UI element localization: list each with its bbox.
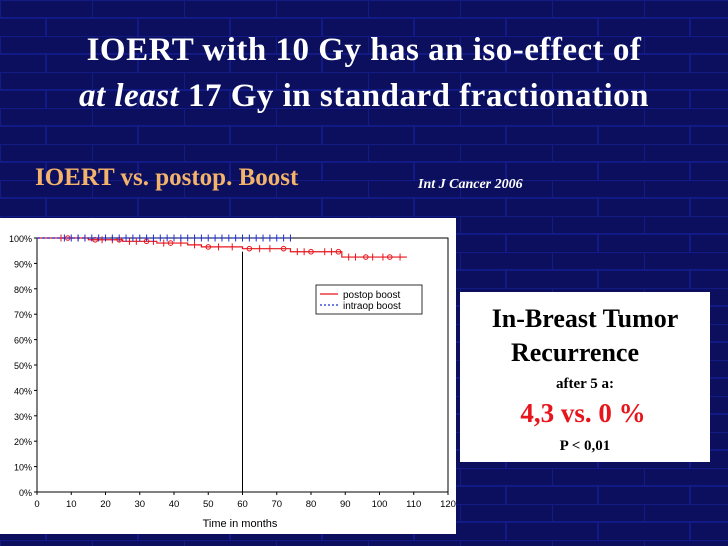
title-emphasis: at least (78, 78, 180, 114)
censor-mark (205, 244, 212, 250)
series-line (37, 237, 407, 258)
x-tick-label: 80 (306, 499, 317, 510)
result-heading-line1: In-Breast Tumor (491, 304, 679, 333)
result-value: 4,3 vs. 0 % (520, 398, 646, 428)
x-tick-label: 10 (66, 499, 77, 510)
slide-title-line1: IOERT with 10 Gy has an iso-effect of (86, 32, 642, 68)
y-tick-label: 10% (14, 463, 32, 473)
chart-axes: 0% 10% 20% 30% 40% 50% 60% 70% 80% 90% 100% 0 10 20 30… (9, 234, 456, 510)
legend-label: intraop boost (343, 301, 401, 312)
legend-label: postop boost (343, 290, 400, 301)
legend-box (315, 284, 423, 315)
censor-mark (363, 254, 369, 260)
censor-mark (280, 245, 287, 252)
x-tick-label: 120 (440, 499, 456, 510)
censor-mark (335, 248, 342, 255)
chart-panel: 0% 10% 20% 30% 40% 50% 60% 70% 80% 90% 100% 0 10 20 30… (0, 218, 456, 534)
series-intraop-boost (37, 234, 291, 242)
slide-subtitle: IOERT vs. postop. Boost (35, 164, 299, 191)
x-tick-label: 90 (340, 499, 351, 510)
y-tick-label: 50% (14, 361, 32, 371)
slide-title-line2: at least 17 Gy in standard fractionation (0, 78, 728, 115)
censor-mark (92, 236, 99, 243)
censor-mark (65, 235, 71, 241)
x-tick-label: 30 (134, 499, 145, 510)
x-tick-label: 50 (203, 499, 214, 510)
censor-mark (167, 240, 174, 246)
censor-mark (246, 245, 253, 252)
survival-chart: 0% 10% 20% 30% 40% 50% 60% 70% 80% 90% 100% 0 10 20 30… (9, 234, 456, 530)
result-box: In-Breast Tumor Recurrence after 5 a: 4,… (460, 292, 710, 462)
result-subheading: after 5 a: (555, 376, 615, 392)
x-tick-label: 40 (169, 499, 180, 510)
y-tick-label: 20% (14, 437, 32, 447)
y-tick-label: 0% (19, 488, 32, 498)
y-tick-label: 30% (14, 412, 32, 422)
y-tick-label: 70% (14, 310, 32, 320)
x-tick-label: 70 (271, 499, 282, 510)
y-tick-label: 40% (14, 386, 32, 396)
result-heading-line2: Recurrence (510, 338, 639, 367)
y-tick-label: 80% (14, 285, 32, 295)
x-axis-label: Time in months (203, 518, 278, 530)
y-tick-label: 60% (14, 336, 32, 346)
y-tick-label: 100% (9, 234, 32, 244)
chart-series (37, 234, 407, 261)
x-tick-label: 100 (372, 499, 388, 510)
x-tick-label: 60 (237, 499, 248, 510)
result-p-value: P < 0,01 (559, 438, 611, 454)
x-tick-label: 110 (406, 499, 421, 510)
title-rest: 17 Gy in standard fractionation (179, 78, 650, 114)
y-tick-label: 90% (14, 259, 32, 269)
x-tick-label: 20 (100, 499, 111, 510)
censor-mark (308, 248, 314, 255)
x-tick-label: 0 (34, 499, 39, 510)
censor-mark (386, 254, 393, 260)
citation: Int J Cancer 2006 (418, 177, 523, 192)
